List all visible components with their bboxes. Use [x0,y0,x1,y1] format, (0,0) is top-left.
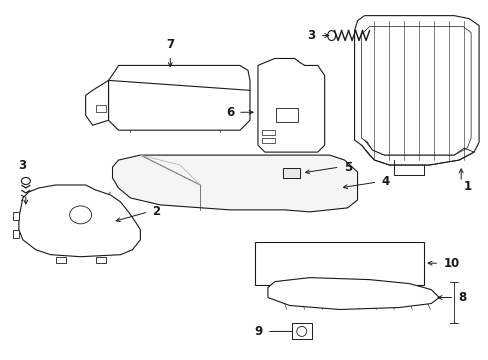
Polygon shape [19,185,140,257]
Polygon shape [258,58,324,152]
Polygon shape [275,108,297,122]
Polygon shape [262,130,274,135]
Polygon shape [112,155,357,212]
Polygon shape [282,168,299,178]
Text: 2: 2 [152,205,160,219]
Text: 3: 3 [307,29,315,42]
Ellipse shape [327,31,335,41]
Polygon shape [291,323,311,339]
Text: 1: 1 [463,180,471,193]
Polygon shape [13,212,19,220]
Polygon shape [85,80,108,125]
Text: 8: 8 [457,291,466,304]
Polygon shape [254,242,424,285]
Polygon shape [56,257,65,263]
Text: 6: 6 [225,106,234,119]
Polygon shape [108,80,249,130]
Text: 3: 3 [18,159,26,172]
Polygon shape [13,230,19,238]
Text: 4: 4 [381,175,389,189]
Polygon shape [267,278,438,310]
Text: 9: 9 [254,325,263,338]
Ellipse shape [21,177,30,184]
Text: 10: 10 [442,257,459,270]
Polygon shape [262,138,274,143]
Text: 5: 5 [343,161,351,174]
Polygon shape [354,15,478,165]
Text: 7: 7 [166,37,174,50]
Polygon shape [108,66,249,98]
Polygon shape [95,257,105,263]
Polygon shape [95,105,105,112]
